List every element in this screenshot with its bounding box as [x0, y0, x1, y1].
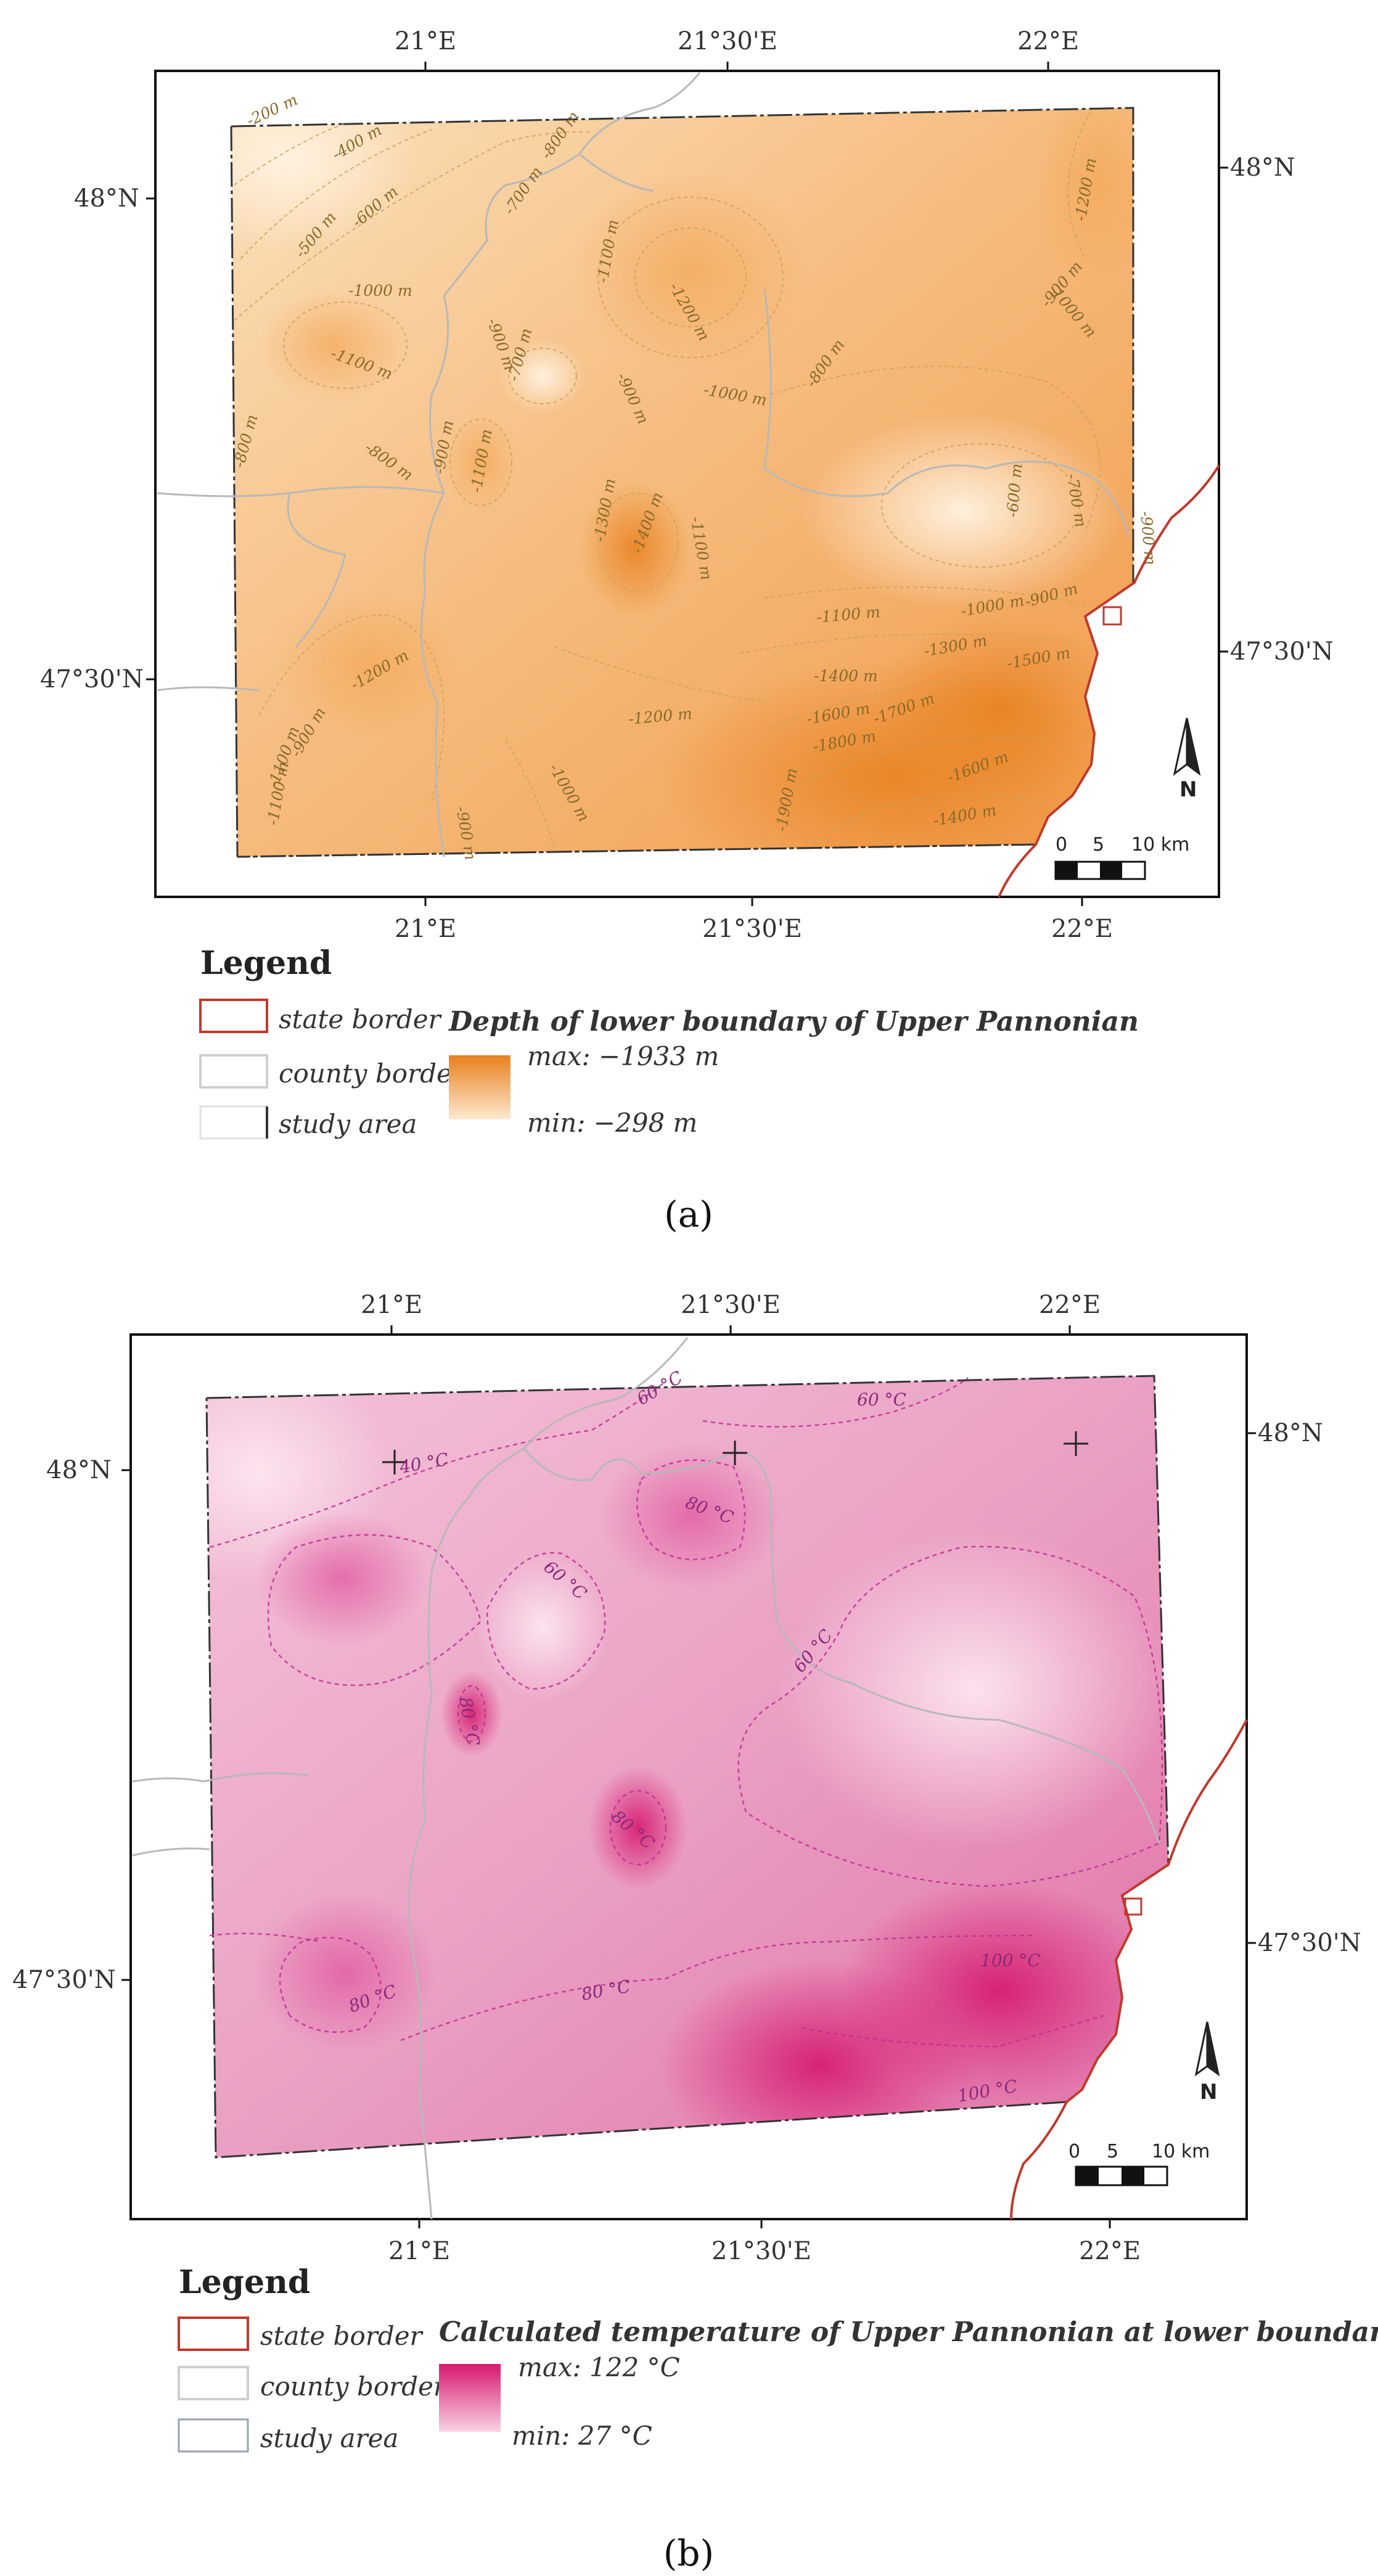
- panel-b-svg: 21°E 21°30'E 22°E 21°E 21°30'E 22°E 48°N…: [12, 1291, 1378, 2574]
- panel-a-depth-map: 21°E 21°30'E 22°E 21°E 21°30'E 22°E 48°N…: [0, 0, 1378, 1239]
- top-tick-22e: 22°E: [1039, 1291, 1101, 1319]
- legend-state-border: state border: [260, 2321, 424, 2351]
- scale-label-5: 5: [1107, 2141, 1118, 2162]
- right-tick-47-30n: 47°30'N: [1230, 637, 1334, 666]
- scale-label-0: 0: [1068, 2141, 1080, 2162]
- caption-b: (b): [663, 2532, 714, 2574]
- top-tick-21e: 21°E: [361, 1291, 422, 1319]
- scale-label-0: 0: [1056, 834, 1067, 856]
- legend-min: min: −298 m: [527, 1108, 697, 1138]
- legend-title: Legend: [200, 944, 332, 982]
- caption-a: (a): [664, 1193, 713, 1235]
- scale-bar: 0 5 10 km: [1054, 834, 1189, 880]
- legend-county-swatch: [199, 1054, 268, 1089]
- bottom-tick-21-30e: 21°30'E: [702, 915, 802, 943]
- contour-lines: [234, 110, 1101, 851]
- legend-county-swatch: [178, 2366, 249, 2400]
- legend-ramp-title: Depth of lower boundary of Upper Pannoni…: [448, 1006, 1139, 1037]
- legend-study-area: study area: [260, 2423, 398, 2453]
- top-tick-21-30e: 21°30'E: [681, 1291, 781, 1319]
- contour-label: 60 °C: [857, 1389, 906, 1410]
- contour-label: -1000 m: [348, 282, 412, 300]
- map-frame: [129, 1333, 1248, 2220]
- top-tick-22e: 22°E: [1017, 27, 1079, 55]
- scale-label-10: 10 km: [1152, 2141, 1210, 2162]
- legend-min: min: 27 °C: [512, 2421, 652, 2451]
- state-border: [998, 464, 1220, 898]
- tick-marks: [146, 62, 1228, 906]
- bottom-tick-21-30e: 21°30'E: [712, 2237, 811, 2265]
- legend-max: max: 122 °C: [518, 2352, 680, 2382]
- contour-label: -900 m: [1137, 510, 1160, 566]
- north-arrow-icon: N: [1173, 718, 1201, 802]
- county-borders: [157, 72, 1130, 857]
- map-frame: [154, 70, 1220, 898]
- left-tick-47-30n: 47°30'N: [12, 1966, 116, 1994]
- county-borders: [132, 1337, 1160, 2220]
- bottom-tick-22e: 22°E: [1079, 2237, 1141, 2265]
- depth-surface: [231, 108, 1133, 857]
- contour-label: -1400 m: [814, 667, 878, 685]
- legend-state-swatch: [178, 2316, 249, 2351]
- legend-title: Legend: [179, 2263, 310, 2301]
- north-arrow-icon: N: [1194, 2021, 1220, 2104]
- right-tick-48n: 48°N: [1230, 153, 1295, 182]
- state-border: [1010, 1719, 1248, 2220]
- north-label: N: [1200, 2080, 1217, 2104]
- legend-study-swatch: [199, 1105, 268, 1140]
- top-tick-21e: 21°E: [395, 27, 456, 55]
- graticule-crosses: [382, 1431, 1088, 1474]
- bottom-tick-21e: 21°E: [395, 915, 456, 943]
- panel-b-temperature-map: 21°E 21°30'E 22°E 21°E 21°30'E 22°E 48°N…: [0, 1288, 1378, 2576]
- legend-study-swatch: [178, 2418, 249, 2453]
- right-tick-47-30n: 47°30'N: [1258, 1929, 1361, 1957]
- top-tick-21-30e: 21°30'E: [678, 27, 777, 55]
- scale-bar: 0 5 10 km: [1068, 2141, 1210, 2186]
- legend-max: max: −1933 m: [527, 1041, 719, 1071]
- bottom-tick-22e: 22°E: [1051, 915, 1113, 943]
- legend-county-border: county border: [260, 2371, 448, 2402]
- study-area-outline: [205, 1375, 1170, 2159]
- left-tick-47-30n: 47°30'N: [40, 665, 144, 693]
- legend-color-ramp: [439, 2364, 501, 2432]
- tick-marks: [121, 1325, 1256, 2228]
- right-tick-48n: 48°N: [1258, 1419, 1323, 1447]
- scale-label-10: 10 km: [1131, 834, 1189, 856]
- legend-color-ramp: [449, 1055, 511, 1119]
- north-label: N: [1179, 777, 1197, 802]
- isotherm-lines: [209, 1377, 1163, 2048]
- legend-county-border: county border: [279, 1058, 466, 1089]
- scale-label-5: 5: [1093, 834, 1104, 856]
- panel-a-svg: 21°E 21°30'E 22°E 21°E 21°30'E 22°E 48°N…: [40, 27, 1334, 1235]
- left-tick-48n: 48°N: [46, 1456, 112, 1484]
- temperature-surface: [207, 1376, 1168, 2157]
- legend-ramp-title: Calculated temperature of Upper Pannonia…: [439, 2316, 1378, 2348]
- contour-label: -200 m: [244, 91, 300, 129]
- bottom-tick-21e: 21°E: [388, 2237, 450, 2265]
- legend-study-area: study area: [279, 1109, 417, 1139]
- left-tick-48n: 48°N: [74, 184, 139, 213]
- legend-state-swatch: [199, 999, 268, 1033]
- contour-label: 100 °C: [980, 1950, 1041, 1971]
- legend-state-border: state border: [279, 1004, 443, 1034]
